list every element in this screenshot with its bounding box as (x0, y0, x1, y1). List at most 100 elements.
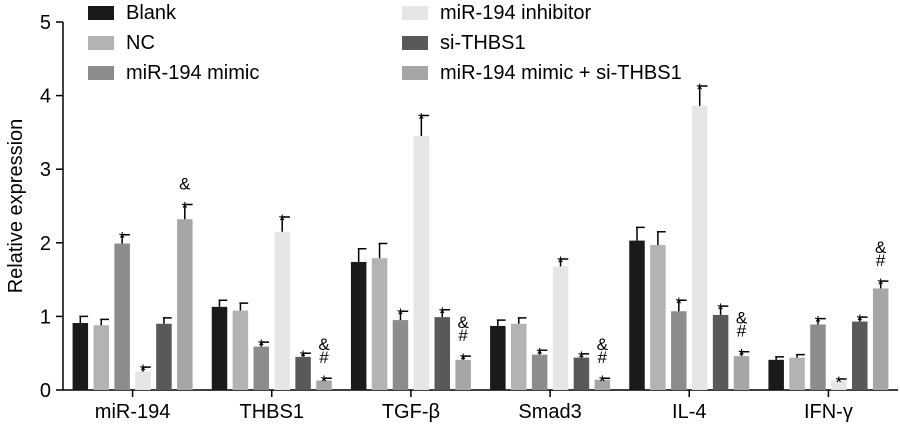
error-bar (100, 318, 109, 326)
significance-mark: * (460, 350, 467, 369)
error-bar (517, 317, 527, 324)
significance-mark: # (458, 326, 468, 345)
y-tick-label: 3 (40, 159, 51, 181)
bar (93, 325, 109, 390)
legend-label: si-THBS1 (440, 32, 526, 54)
significance-mark: # (737, 322, 747, 341)
legend-label: miR-194 mimic + si-THBS1 (440, 62, 682, 84)
bar (810, 324, 826, 390)
y-tick-label: 5 (40, 12, 51, 34)
bar (274, 231, 290, 390)
x-tick-label: Smad3 (518, 401, 581, 423)
bar (392, 320, 409, 390)
error-bar (239, 302, 249, 311)
bar (852, 321, 868, 390)
bar (650, 245, 666, 390)
legend-swatch (402, 6, 428, 20)
error-bar (462, 355, 471, 360)
bar (573, 357, 590, 390)
significance-mark: * (738, 346, 745, 365)
bar (295, 356, 311, 390)
significance-mark: * (279, 211, 286, 230)
y-tick-label: 1 (40, 306, 51, 328)
bar (211, 306, 228, 390)
significance-mark: * (536, 344, 543, 363)
bar (350, 261, 367, 390)
legend-item: miR-194 inhibitor (402, 2, 592, 24)
significance-mark: * (258, 336, 265, 355)
bar (872, 288, 889, 390)
x-axis: miR-194 THBS1 TGF-β Smad3 IL-4 IFN-γ (63, 389, 898, 423)
significance-mark: # (319, 348, 329, 367)
bar (629, 240, 645, 390)
bar (510, 323, 527, 390)
significance-mark: * (877, 275, 884, 294)
bar (371, 258, 388, 390)
error-bar (580, 353, 590, 358)
error-bar (441, 309, 451, 318)
significance-mark: # (598, 348, 608, 367)
legend-swatch (88, 66, 114, 80)
x-tick-label: IL-4 (672, 401, 706, 423)
significance-mark: & (736, 309, 748, 328)
significance-mark: * (578, 348, 585, 367)
bar (135, 371, 151, 390)
bar (490, 325, 506, 390)
bar (114, 243, 130, 390)
legend-label: miR-194 mimic (126, 62, 259, 84)
legend-item: si-THBS1 (402, 32, 526, 54)
error-bar (816, 317, 826, 325)
error-bar (302, 352, 311, 357)
bar (177, 219, 193, 390)
error-bar (79, 315, 89, 324)
x-tick-label: miR-194 (95, 401, 171, 423)
bar (434, 317, 451, 390)
error-bar (559, 258, 569, 267)
bar (789, 357, 805, 390)
significance-mark: * (836, 373, 843, 392)
error-bar (636, 226, 645, 241)
y-axis: 0 1 2 3 4 5 (40, 12, 64, 402)
significance-mark: & (457, 313, 469, 332)
significance-mark: * (300, 347, 307, 366)
bars: ******************&*#&*#&*#&*#&*#& (72, 80, 889, 392)
error-bar (142, 366, 151, 372)
legend-item: NC (88, 32, 155, 54)
significance-mark: * (675, 294, 682, 313)
significance-mark: * (815, 313, 822, 332)
error-bar (121, 233, 130, 244)
significance-mark: # (876, 251, 886, 270)
bar (733, 356, 750, 390)
x-tick-label: TGF-β (382, 401, 440, 423)
error-bar (677, 299, 687, 312)
error-bar (323, 377, 332, 381)
significance-mark: * (856, 311, 863, 330)
bar (531, 354, 548, 390)
error-bar (538, 349, 548, 355)
error-bar (601, 377, 611, 380)
bar (712, 314, 729, 390)
bar (691, 105, 708, 391)
bar (831, 380, 847, 390)
y-tick-label: 2 (40, 233, 51, 255)
significance-mark: * (696, 80, 703, 99)
error-bar (183, 203, 193, 220)
error-bar (357, 247, 367, 262)
bar (72, 323, 89, 390)
error-bar (496, 319, 506, 326)
significance-mark: & (179, 175, 191, 194)
y-tick-label: 4 (40, 86, 51, 108)
significance-mark: * (717, 300, 724, 319)
legend: Blank NC miR-194 mimic miR-194 inhibitor si-… (88, 2, 682, 84)
significance-mark: * (439, 304, 446, 323)
bar (232, 310, 249, 390)
significance-mark: * (557, 253, 564, 272)
legend-item: Blank (88, 2, 177, 24)
error-bar (837, 378, 847, 381)
bar (552, 266, 569, 390)
error-bar (218, 299, 228, 307)
y-axis-title: Relative expression (5, 119, 27, 294)
error-bar (420, 114, 430, 137)
legend-swatch (402, 66, 428, 80)
